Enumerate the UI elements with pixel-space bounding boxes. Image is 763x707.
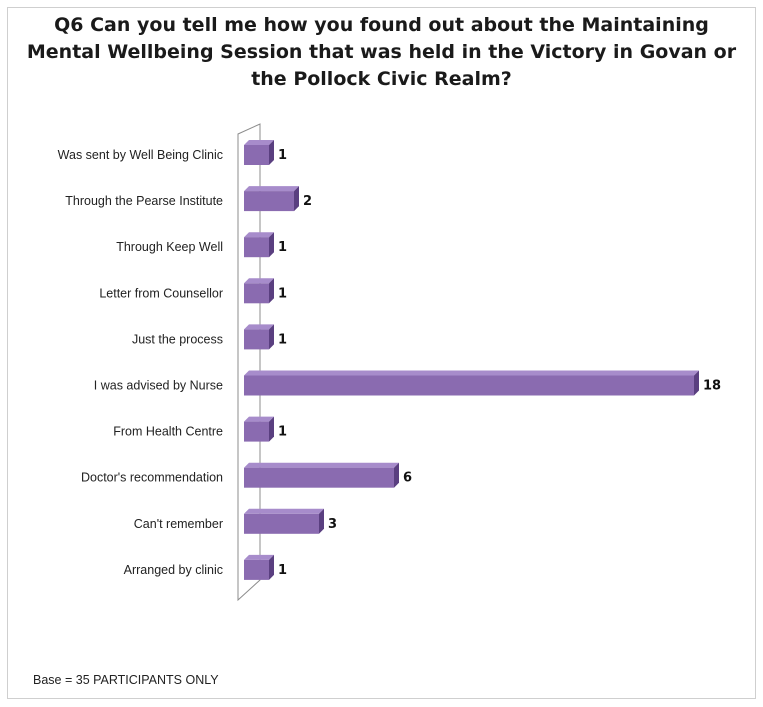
category-label: Through the Pearse Institute [65, 194, 223, 208]
bar [244, 375, 694, 396]
data-label: 18 [703, 379, 721, 394]
bar [244, 329, 269, 350]
bar [244, 191, 294, 212]
bar-top-face [244, 462, 399, 468]
data-label: 3 [328, 517, 337, 532]
category-label: Doctor's recommendation [81, 471, 223, 485]
bar-side-face [269, 416, 274, 442]
bar-top-face [244, 416, 274, 422]
bar-side-face [269, 278, 274, 304]
data-label: 1 [278, 563, 287, 578]
bar [244, 283, 269, 304]
bar-side-face [269, 554, 274, 580]
bar-side-face [394, 462, 399, 488]
bar-side-face [269, 140, 274, 165]
category-label: Was sent by Well Being Clinic [58, 148, 223, 162]
bar [244, 237, 269, 258]
category-label: Letter from Counsellor [99, 286, 223, 300]
data-label: 1 [278, 425, 287, 440]
bar [244, 421, 269, 442]
bar-side-face [319, 508, 324, 534]
bar [244, 467, 394, 488]
bar-side-face [294, 186, 299, 212]
category-label: Can't remember [134, 517, 223, 531]
bar [244, 145, 269, 165]
bar-top-face [244, 278, 274, 284]
category-label: From Health Centre [113, 425, 223, 439]
base-footnote: Base = 35 PARTICIPANTS ONLY [33, 673, 219, 687]
category-label: I was advised by Nurse [94, 379, 223, 393]
chart-frame [7, 7, 756, 699]
bar-top-face [244, 232, 274, 238]
bar-side-face [269, 324, 274, 350]
bar-top-face [244, 554, 274, 560]
bar-side-face [269, 232, 274, 258]
bar-top-face [244, 508, 324, 514]
data-label: 6 [403, 471, 412, 486]
data-label: 1 [278, 148, 287, 163]
data-label: 2 [303, 194, 312, 209]
chart-title: Q6 Can you tell me how you found out abo… [26, 14, 737, 90]
bar-top-face [244, 140, 274, 145]
bar-top-face [244, 186, 299, 192]
bar-top-face [244, 370, 699, 376]
category-label: Just the process [132, 332, 223, 346]
bar [244, 513, 319, 534]
data-label: 1 [278, 240, 287, 255]
data-label: 1 [278, 286, 287, 301]
bar-top-face [244, 324, 274, 330]
bar-side-face [694, 370, 699, 396]
bar [244, 559, 269, 580]
data-label: 1 [278, 332, 287, 347]
category-label: Through Keep Well [116, 240, 223, 254]
category-label: Arranged by clinic [124, 563, 223, 577]
